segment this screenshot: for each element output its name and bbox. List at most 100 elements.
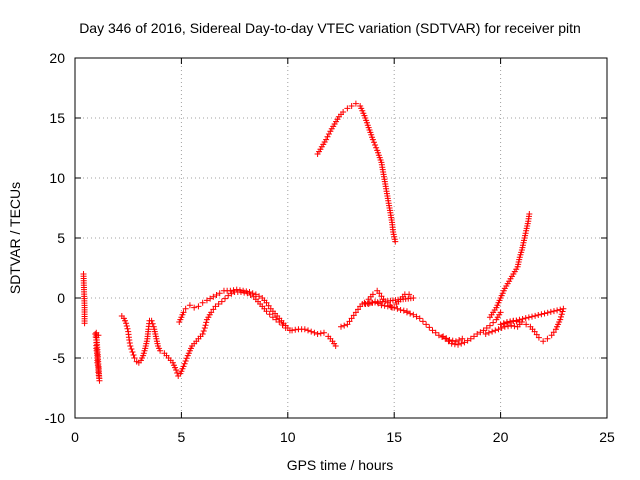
data-point — [560, 305, 567, 312]
data-point — [498, 325, 505, 331]
x-axis-title: GPS time / hours — [287, 457, 394, 473]
series-track-19h-21h-rise — [486, 211, 533, 321]
data-point — [123, 320, 130, 327]
data-point — [216, 290, 223, 297]
data-point — [129, 349, 136, 355]
data-point — [489, 328, 496, 335]
data-point — [554, 307, 561, 314]
data-point — [483, 325, 490, 331]
series-track-17h-18h-small — [440, 333, 466, 345]
data-point — [314, 331, 321, 337]
data-points — [80, 100, 567, 384]
data-point — [124, 325, 131, 332]
data-point — [338, 323, 344, 330]
data-point — [391, 304, 398, 311]
data-point — [410, 311, 417, 318]
data-point — [324, 133, 331, 140]
data-point — [557, 313, 564, 320]
data-point — [131, 355, 138, 361]
data-point — [286, 327, 293, 334]
data-point — [247, 292, 254, 298]
data-point — [381, 302, 388, 309]
data-point — [544, 309, 551, 316]
data-point — [317, 330, 324, 337]
data-point — [372, 298, 379, 305]
data-point — [180, 309, 187, 316]
x-tick-label: 5 — [178, 429, 186, 445]
data-point — [210, 293, 217, 300]
data-point — [148, 317, 155, 324]
data-point — [325, 131, 332, 137]
data-point — [535, 312, 542, 319]
data-point — [95, 332, 102, 339]
data-point — [128, 346, 135, 352]
data-point — [451, 341, 458, 348]
data-point — [237, 289, 244, 295]
data-point — [400, 307, 407, 314]
data-point — [522, 315, 529, 322]
data-point — [212, 303, 219, 310]
data-point — [423, 321, 430, 328]
data-point — [486, 322, 493, 329]
data-point — [501, 323, 508, 330]
data-point — [378, 302, 385, 309]
series-track-5h-12h — [176, 286, 339, 349]
y-tick-label: 5 — [57, 230, 65, 246]
data-point — [182, 358, 189, 364]
data-point — [130, 352, 137, 358]
data-point — [429, 327, 436, 334]
data-point — [439, 334, 446, 340]
data-point — [456, 337, 463, 343]
x-tick-label: 0 — [71, 429, 79, 445]
data-point — [123, 323, 130, 329]
data-point — [332, 343, 339, 349]
data-point — [218, 298, 225, 305]
data-point — [416, 315, 423, 322]
data-point — [528, 313, 535, 320]
data-point — [225, 292, 232, 299]
data-point — [174, 370, 181, 376]
data-point — [477, 329, 484, 336]
data-point — [458, 340, 465, 347]
data-point — [464, 337, 471, 344]
data-point — [157, 347, 164, 354]
data-point — [538, 311, 545, 318]
chart-title: Day 346 of 2016, Sidereal Day-to-day VTE… — [79, 20, 581, 36]
y-tick-label: -10 — [45, 410, 65, 426]
data-point — [459, 335, 466, 342]
data-point — [263, 308, 270, 315]
data-point — [482, 331, 489, 337]
data-point — [222, 295, 229, 302]
data-point — [341, 322, 348, 329]
data-point — [182, 305, 189, 312]
data-point — [81, 320, 88, 327]
x-tick-label: 25 — [599, 429, 615, 445]
data-point — [471, 333, 477, 340]
data-point — [256, 293, 263, 300]
data-point — [127, 343, 134, 349]
data-point — [201, 325, 208, 331]
data-point — [227, 287, 234, 294]
data-point — [510, 317, 517, 324]
data-point — [495, 326, 502, 333]
data-point — [200, 328, 207, 334]
axis-ticks — [74, 57, 608, 419]
data-point — [203, 297, 210, 304]
y-tick-label: -5 — [53, 350, 66, 366]
data-point — [207, 295, 214, 302]
data-point — [180, 363, 187, 370]
data-point — [525, 314, 532, 321]
data-point — [126, 340, 133, 346]
data-point — [544, 335, 551, 342]
series-track-6h-10h-lower — [199, 289, 293, 337]
data-point — [388, 304, 395, 310]
data-point — [244, 290, 251, 297]
data-point — [397, 307, 404, 313]
x-tick-label: 10 — [280, 429, 296, 445]
data-point — [215, 301, 222, 307]
data-point — [199, 331, 206, 337]
data-point — [213, 292, 220, 298]
data-point — [403, 309, 410, 316]
data-point — [426, 324, 433, 331]
